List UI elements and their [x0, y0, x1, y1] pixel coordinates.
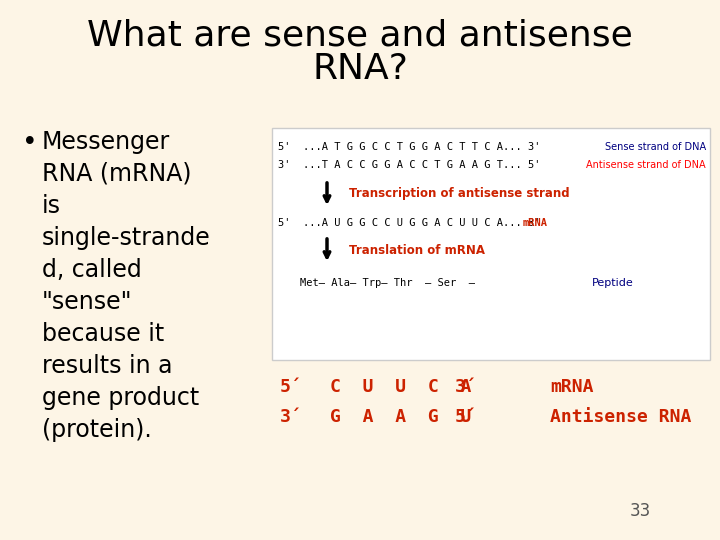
Text: (protein).: (protein). [42, 418, 152, 442]
Text: RNA?: RNA? [312, 52, 408, 86]
Text: G  A  A  G  U: G A A G U [330, 408, 472, 426]
Text: gene product: gene product [42, 386, 199, 410]
Text: RNA (mRNA): RNA (mRNA) [42, 162, 192, 186]
Text: Sense strand of DNA: Sense strand of DNA [605, 142, 706, 152]
Text: mRNA: mRNA [550, 378, 593, 396]
Text: 3´: 3´ [455, 378, 477, 396]
Text: Translation of mRNA: Translation of mRNA [349, 244, 485, 256]
Text: Antisense RNA: Antisense RNA [550, 408, 691, 426]
Text: 5´: 5´ [280, 378, 302, 396]
Text: Messenger: Messenger [42, 130, 170, 154]
Text: What are sense and antisense: What are sense and antisense [87, 18, 633, 52]
Text: 3'  ...T A C C G G A C C T G A A G T... 5': 3' ...T A C C G G A C C T G A A G T... 5… [278, 160, 541, 170]
Text: results in a: results in a [42, 354, 173, 378]
Text: because it: because it [42, 322, 164, 346]
Text: d, called: d, called [42, 258, 142, 282]
Text: 5'  ...A U G G C C U G G A C U U C A... 3': 5' ...A U G G C C U G G A C U U C A... 3… [278, 218, 541, 228]
Text: 5'  ...A T G G C C T G G A C T T C A... 3': 5' ...A T G G C C T G G A C T T C A... 3… [278, 142, 541, 152]
Text: Peptide: Peptide [592, 278, 634, 288]
Text: single-strande: single-strande [42, 226, 211, 250]
Text: 33: 33 [629, 502, 651, 520]
Text: 5´: 5´ [455, 408, 477, 426]
Text: Transcription of antisense strand: Transcription of antisense strand [349, 187, 570, 200]
Text: Met— Ala— Trp— Thr  — Ser  —: Met— Ala— Trp— Thr — Ser — [300, 278, 475, 288]
Text: 3´: 3´ [280, 408, 302, 426]
Bar [272, 128, 710, 360]
Text: "sense": "sense" [42, 290, 132, 314]
Text: C  U  U  C  A: C U U C A [330, 378, 472, 396]
Text: Antisense strand of DNA: Antisense strand of DNA [586, 160, 706, 170]
Text: •: • [22, 130, 37, 156]
Text: mRNA: mRNA [523, 218, 548, 228]
Text: is: is [42, 194, 61, 218]
